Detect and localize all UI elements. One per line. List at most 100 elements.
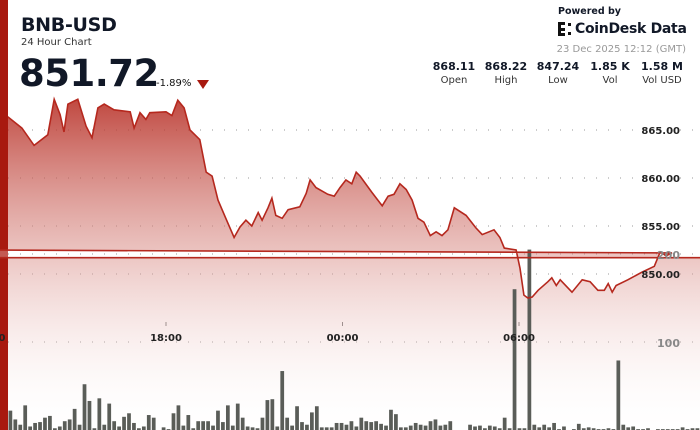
volume-bar [552,422,556,430]
volume-bar [82,384,87,430]
stat-open: 868.11 Open [428,60,480,86]
price-tick-label: 850.00 [641,270,680,281]
volume-bar [443,424,448,430]
volume-bar [537,427,542,430]
price-change: -1.89% [156,78,192,89]
volume-bar [626,427,631,430]
volume-bar [314,406,319,430]
volume-bar [290,425,294,430]
volume-bar [497,428,502,430]
volume-bar [285,417,290,430]
volume-bar [542,424,547,430]
volume-bar [492,426,497,430]
stat-label: High [494,75,518,86]
volume-bar [225,405,230,430]
volume-bar [532,424,537,430]
volume-bar [38,422,42,430]
volume-bar [280,371,285,430]
timestamp: 23 Dec 2025 12:12 (GMT) [556,44,686,55]
volume-bar [428,421,433,430]
volume-bar [384,425,388,430]
price-tick-label: 855.00 [641,222,680,233]
volume-bar [33,422,37,430]
volume-bar [97,398,102,430]
volume-bar [354,426,359,430]
volume-bar [151,417,156,430]
volume-bar [359,417,364,430]
volume-bar [364,421,369,430]
volume-bar [507,428,512,430]
volume-bar [305,424,309,430]
stat-value: 1.58 M [641,60,683,73]
volume-bar [369,422,374,430]
volume-bar [586,427,591,430]
volume-bar [18,424,23,430]
volume-bar [319,427,324,430]
volume-bar [547,427,552,430]
price-line [0,96,700,299]
volume-bar [87,400,92,430]
time-tick-label: 00:00 [327,333,359,344]
stat-label: Vol USD [642,75,682,86]
volume-bar [107,403,112,430]
brand-logo: CoinDesk Data [558,21,687,37]
volume-bar [418,424,423,430]
volume-bar [502,417,507,430]
pair-title: BNB-USD [21,14,117,36]
volume-bar [339,422,344,430]
volume-bar [221,422,225,430]
volume-bar [408,425,413,430]
time-tick-label: 18:00 [150,333,182,344]
volume-bar [181,425,186,430]
volume-bar [146,415,151,430]
volume-bar [646,428,650,430]
volume-bar [28,426,33,430]
time-tick-label: 06:00 [503,333,535,344]
volume-bar [137,428,141,430]
volume-bar [176,405,181,430]
volume-bar [487,425,492,430]
volume-bar [206,421,210,430]
volume-bar [334,422,339,430]
volume-bar [141,426,146,430]
volume-bar [245,426,250,430]
volume-bar [616,360,621,430]
stat-vol: 1.85 K Vol [584,60,636,86]
stat-label: Open [440,75,468,86]
accent-bar [0,0,8,430]
volume-bar [473,426,477,430]
stats-row: 868.11 Open 868.22 High 847.24 Low 1.85 K Vo… [428,60,688,86]
volume-bar [413,422,418,430]
volume-bar [201,421,206,430]
volume-bar [522,428,527,430]
volume-bar [483,428,487,430]
volume-bar [112,421,117,430]
volume-bar [52,428,57,430]
volume-bar [379,423,383,430]
volume-bar [13,419,18,430]
volume-bar [329,427,334,430]
volume-bar [186,415,191,430]
stat-value: 868.11 [432,60,476,73]
volume-bar [196,421,201,430]
volume-bar [216,410,220,430]
volume-bar [517,428,522,430]
price-tick-label: 860.00 [641,174,680,185]
volume-bar [235,403,240,430]
volume-bar [211,425,215,430]
volume-bar [265,400,270,430]
volume-bar [230,425,235,430]
volume-bar [394,414,398,430]
volume-bar [695,428,700,430]
stat-label: Low [548,75,568,86]
price-tick-label: 865.00 [641,126,680,137]
volume-bar [606,428,611,430]
volume-bar [433,419,438,430]
stat-high: 868.22 High [480,60,532,86]
volume-bar [300,422,304,430]
volume-bar [389,409,393,430]
volume-bar [512,289,517,430]
stat-label: Vol [602,75,618,86]
volume-bar [191,428,196,430]
